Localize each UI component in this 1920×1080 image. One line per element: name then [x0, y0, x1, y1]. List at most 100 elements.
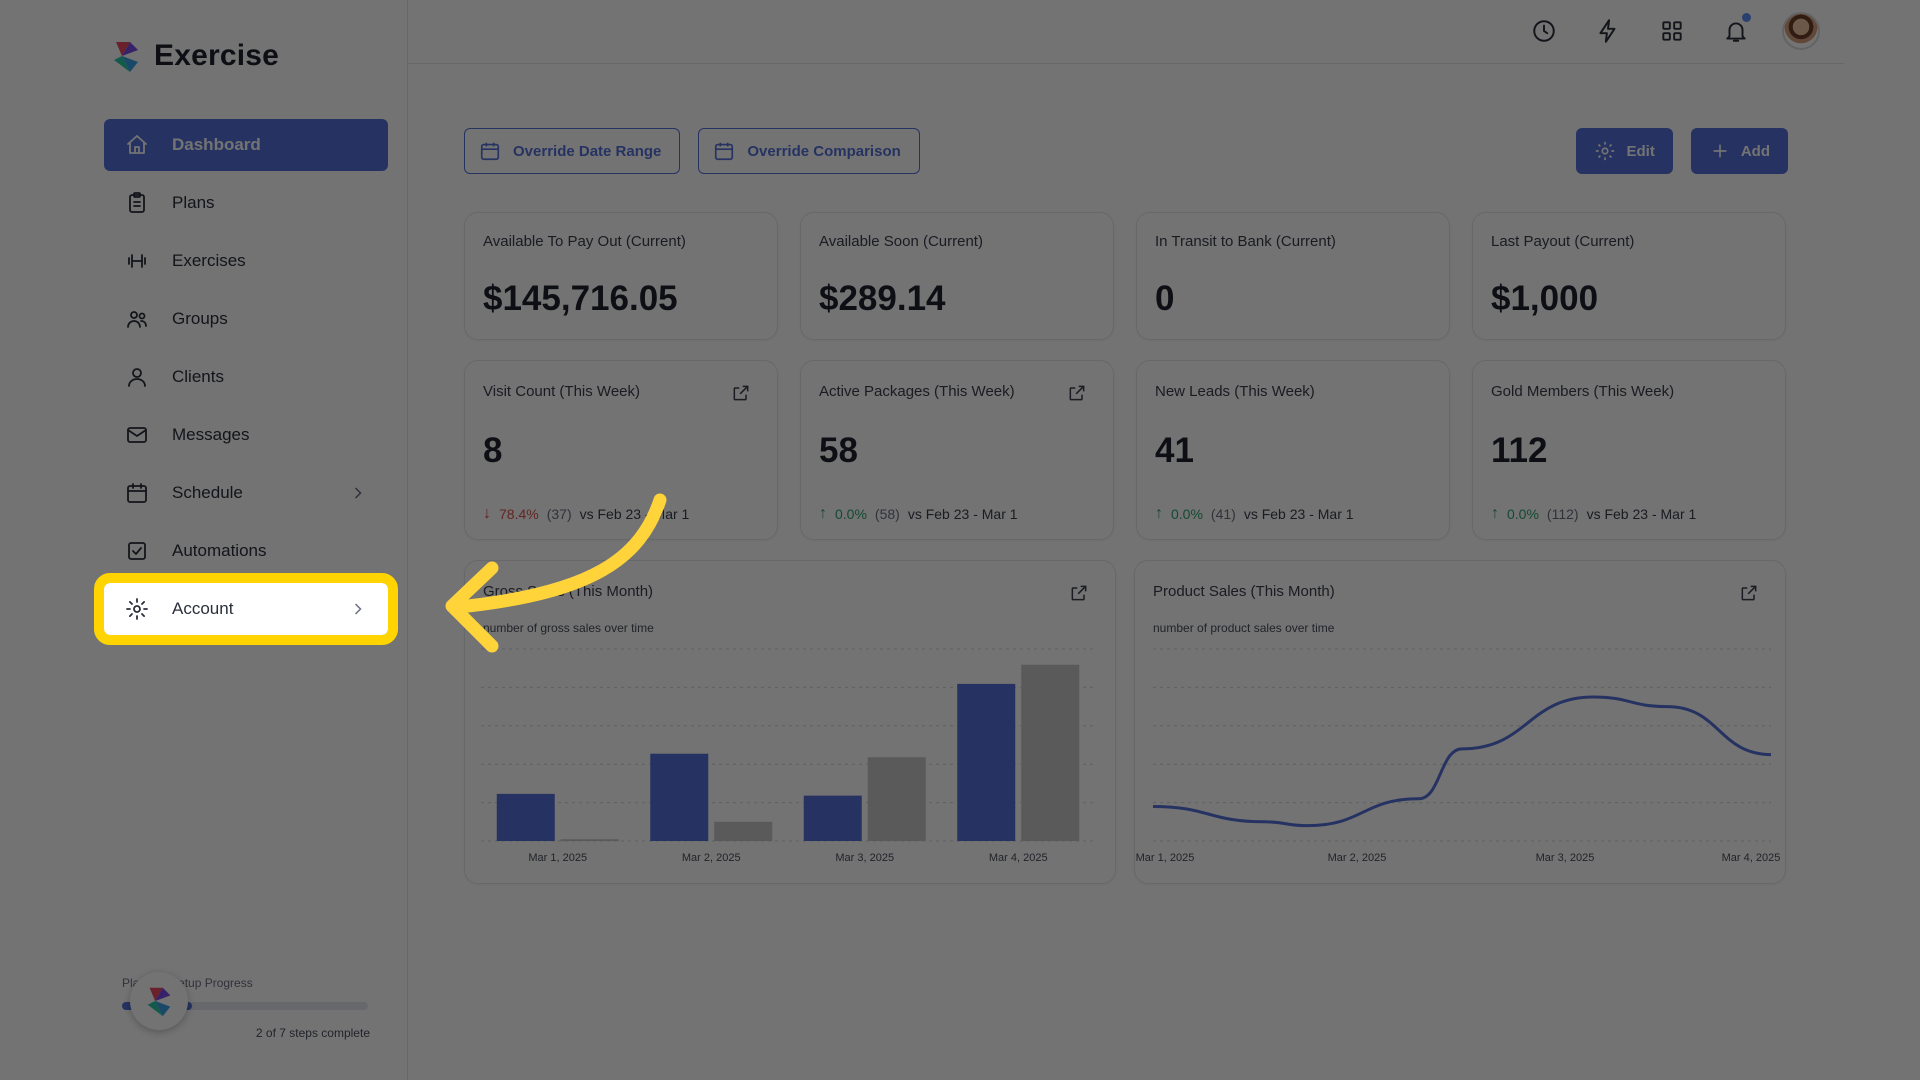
sidebar-item-label: Exercises [172, 251, 246, 270]
metric-delta-pct: 0.0% [835, 506, 867, 522]
calendar-icon [124, 480, 150, 506]
metric-delta: ↑ 0.0% (112) vs Feb 23 - Mar 1 [1491, 505, 1696, 523]
sidebar-item-messages[interactable]: Messages [104, 409, 388, 461]
weekly-metric-card: New Leads (This Week) 41 ↑ 0.0% (41) vs Feb 2… [1136, 360, 1450, 540]
bar[interactable] [650, 753, 709, 841]
metric-card-title: Visit Count (This Week) [483, 383, 640, 400]
weekly-metric-card: Active Packages (This Week) 58 ↑ 0.0% (58) vs… [800, 360, 1114, 540]
metric-prev-value: (37) [546, 506, 572, 522]
bar[interactable] [867, 757, 926, 841]
sidebar-item-label: Plans [172, 193, 215, 212]
plus-icon [1713, 144, 1727, 158]
avatar[interactable] [1782, 12, 1820, 50]
metric-card-title: New Leads (This Week) [1155, 383, 1315, 400]
sidebar-item-account[interactable]: Account [94, 573, 398, 645]
sidebar-item-clients[interactable]: Clients [104, 351, 388, 403]
weekly-metric-card: Gold Members (This Week) 112 ↑ 0.0% (112) vs … [1472, 360, 1786, 540]
bar[interactable] [714, 821, 773, 841]
metric-card-value: 112 [1491, 431, 1548, 470]
metric-delta-pct: 0.0% [1171, 506, 1203, 522]
sidebar-item-automations[interactable]: Automations [104, 525, 388, 577]
bar[interactable] [496, 793, 555, 841]
metric-compare-range: vs Feb 23 - Mar 1 [907, 506, 1018, 522]
metric-delta: ↑ 0.0% (41) vs Feb 23 - Mar 1 [1155, 505, 1354, 523]
gross-sales-chart: Mar 1, 2025 Mar 2, 2025 Mar 3, 2025 Mar 4, … [481, 648, 1095, 864]
arrow-up-icon: ↑ [1155, 505, 1163, 522]
calendar-icon [480, 142, 500, 161]
sidebar-item-label: Groups [172, 309, 228, 328]
setup-badge[interactable] [130, 972, 188, 1030]
sidebar-item-groups[interactable]: Groups [104, 293, 388, 345]
stat-card: Available Soon (Current) $289.14 [800, 212, 1114, 340]
brand[interactable]: Exercise [108, 36, 279, 76]
x-tick-label: Mar 2, 2025 [1328, 852, 1387, 864]
calendar-icon [715, 142, 734, 161]
dumbbell-icon [124, 248, 150, 274]
quick-actions-button[interactable] [1590, 13, 1626, 49]
sidebar: Exercise Dashboard Plans Exercises Groups Cl… [86, 0, 408, 1080]
gross-sales-card: Gross Sales (This Month) number of gross… [464, 560, 1116, 884]
sidebar-item-dashboard[interactable]: Dashboard [104, 119, 388, 171]
bar[interactable] [560, 839, 619, 841]
metric-prev-value: (58) [874, 506, 900, 522]
metric-open-button[interactable] [731, 383, 751, 403]
bar[interactable] [957, 683, 1016, 841]
mail-icon [124, 422, 150, 448]
stat-card-value: $1,000 [1491, 279, 1599, 318]
chevron-right-icon [348, 483, 368, 503]
sidebar-item-label: Messages [172, 425, 250, 444]
sidebar-item-plans[interactable]: Plans [104, 177, 388, 229]
lightning-icon [1599, 19, 1616, 43]
sidebar-item-schedule[interactable]: Schedule [104, 467, 388, 519]
sidebar-nav: Dashboard Plans Exercises Groups Clients Mess… [94, 119, 398, 645]
stat-card: In Transit to Bank (Current) 0 [1136, 212, 1450, 340]
topbar [408, 0, 1844, 64]
metric-card-value: 8 [483, 431, 503, 470]
history-button[interactable] [1526, 13, 1562, 49]
weekly-metric-card: Visit Count (This Week) 8 ↓ 78.4% (37) vs Feb… [464, 360, 778, 540]
metric-prev-value: (112) [1546, 506, 1579, 522]
stat-card: Available To Pay Out (Current) $145,716.0… [464, 212, 778, 340]
metric-prev-value: (41) [1210, 506, 1236, 522]
edit-button[interactable]: Edit [1576, 128, 1673, 174]
edit-label: Edit [1626, 142, 1655, 160]
notifications-button[interactable] [1718, 13, 1754, 49]
dashboard-actions: Edit Add [1576, 128, 1788, 174]
sidebar-item-label: Account [172, 599, 234, 618]
brand-badge-icon [147, 987, 171, 1017]
clock-icon [1533, 20, 1555, 42]
brand-name: Exercise [154, 39, 280, 72]
metric-delta-pct: 78.4% [499, 506, 539, 522]
sidebar-item-label: Schedule [172, 483, 243, 502]
product-sales-chart: Mar 1, 2025 Mar 2, 2025 Mar 3, 2025 Mar 4, … [1136, 648, 1780, 864]
add-button[interactable]: Add [1690, 128, 1788, 174]
apps-button[interactable] [1654, 13, 1690, 49]
add-label: Add [1740, 142, 1770, 160]
x-tick-label: Mar 1, 2025 [528, 852, 587, 864]
override-comparison-button[interactable]: Override Comparison [698, 128, 920, 174]
stat-card: Last Payout (Current) $1,000 [1472, 212, 1786, 340]
stat-card-title: In Transit to Bank (Current) [1155, 233, 1336, 250]
x-tick-label: Mar 3, 2025 [835, 852, 894, 864]
bar[interactable] [803, 795, 862, 841]
override-comparison-label: Override Comparison [747, 142, 901, 160]
metric-compare-range: vs Feb 23 - Mar 1 [1586, 506, 1697, 522]
bar[interactable] [1021, 664, 1080, 841]
sidebar-item-exercises[interactable]: Exercises [104, 235, 388, 287]
x-tick-label: Mar 4, 2025 [989, 852, 1048, 864]
gear-icon [1596, 141, 1615, 161]
sidebar-item-label: Automations [172, 541, 267, 560]
metric-open-button[interactable] [1067, 383, 1087, 403]
external-link-icon [733, 385, 749, 401]
metric-compare-range: vs Feb 23 - Mar 1 [1243, 506, 1354, 522]
series-line[interactable] [1152, 695, 1772, 828]
product-sales-card: Product Sales (This Month) number of pro… [1134, 560, 1786, 884]
x-tick-label: Mar 1, 2025 [1136, 852, 1195, 864]
metric-card-value: 41 [1155, 431, 1194, 470]
x-tick-label: Mar 2, 2025 [682, 852, 741, 864]
sidebar-item-label: Dashboard [172, 135, 261, 154]
override-date-range-button[interactable]: Override Date Range [464, 128, 681, 174]
arrow-down-icon: ↓ [483, 505, 491, 522]
arrow-up-icon: ↑ [1491, 505, 1499, 522]
user-icon [124, 364, 150, 390]
